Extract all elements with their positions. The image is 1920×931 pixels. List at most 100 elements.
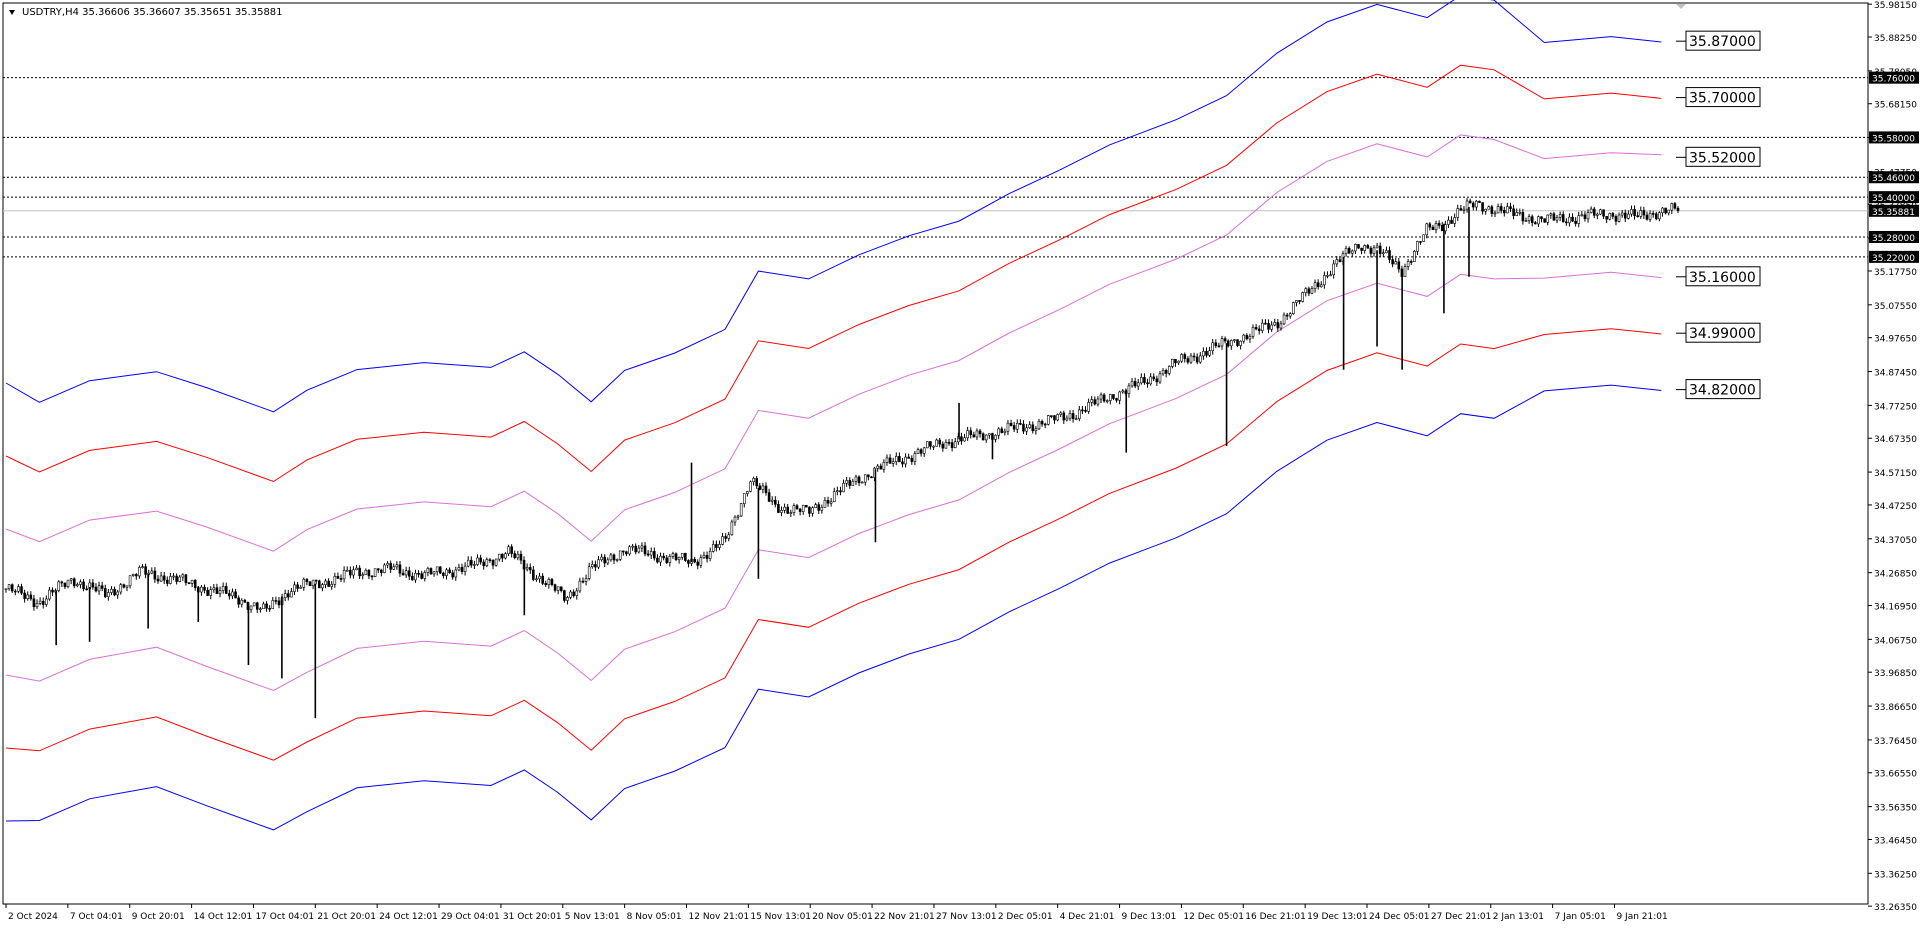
candle-body [1087, 402, 1090, 412]
candle-body [528, 567, 532, 571]
candle-body [891, 461, 895, 464]
candle-body [122, 584, 126, 588]
candle-body [1056, 414, 1059, 421]
candle-body [411, 575, 414, 581]
candle-body [525, 567, 529, 570]
candle-body [1065, 417, 1069, 421]
candle-body [963, 437, 966, 442]
candle-body [808, 506, 811, 514]
candle-body [1388, 250, 1391, 260]
candle-body [1534, 222, 1537, 225]
candle-body [1000, 428, 1004, 433]
candle-body [228, 593, 231, 597]
candle-body [780, 509, 783, 513]
candle-body [1620, 212, 1624, 216]
candle-body [107, 592, 110, 598]
band-label-box [1685, 30, 1761, 51]
candle-body [1217, 345, 1221, 348]
candle-body [339, 578, 343, 580]
candle-body [1174, 359, 1177, 364]
band-label-text: 34.82000 [1689, 383, 1756, 399]
candle-body [1475, 200, 1478, 208]
candle-body [1270, 324, 1273, 330]
candle-body [1223, 338, 1227, 342]
candle-body [286, 593, 290, 598]
level-price-tag [1869, 250, 1919, 263]
candle-body [950, 442, 954, 449]
candle-body [491, 559, 495, 566]
candle-body [634, 545, 638, 553]
candle-body [1419, 241, 1422, 243]
candle-body [203, 586, 206, 591]
candle-body [876, 465, 879, 469]
candle-body [1133, 381, 1137, 387]
candle-body [429, 568, 433, 575]
scroll-marker-icon[interactable] [1676, 4, 1686, 9]
candle-body [736, 515, 740, 518]
candle-body [1025, 427, 1028, 432]
candle-body [1369, 247, 1373, 254]
candle-body [767, 492, 771, 502]
candle-body [72, 578, 76, 587]
candle-body [715, 544, 718, 548]
candle-body [553, 584, 557, 591]
y-tick-label: 34.26850 [1874, 570, 1917, 580]
candle-body [1090, 399, 1094, 403]
candle-body [1375, 245, 1379, 249]
candle-body [141, 566, 144, 568]
candle-body [656, 557, 659, 563]
y-tick-label: 34.37050 [1874, 536, 1917, 546]
candle-body [1372, 247, 1376, 254]
y-axis: 35.9815035.8825035.7805035.6815035.57950… [1868, 1, 1919, 913]
candle-body [1509, 206, 1512, 210]
candle-body [1006, 422, 1010, 432]
y-tick-label: 33.46450 [1874, 836, 1917, 846]
x-tick-label: 24 Oct 12:01 [379, 912, 438, 922]
candle-body [69, 578, 73, 581]
candle-body [473, 564, 476, 566]
candle-body [119, 584, 123, 593]
candle-body [1285, 314, 1289, 317]
candle-body [699, 557, 703, 566]
candle-body [38, 600, 42, 604]
candle-body [597, 559, 600, 568]
candle-body [823, 500, 827, 508]
candle-body [535, 578, 538, 581]
candle-body [457, 567, 461, 571]
candle-body [66, 579, 70, 587]
candle-body [932, 445, 935, 448]
candle-body [14, 590, 17, 593]
candle-body [1161, 370, 1165, 375]
candle-body [1468, 200, 1472, 204]
candle-body [1605, 215, 1608, 220]
band-line-lower2 [5, 328, 1662, 761]
candle-body [373, 568, 377, 577]
candle-body [10, 584, 14, 592]
x-tick-label: 16 Dec 21:01 [1245, 912, 1306, 922]
candle-body [94, 586, 98, 592]
candle-body [479, 557, 482, 563]
candle-body [1617, 214, 1621, 222]
candle-body [1406, 261, 1410, 267]
candle-body [631, 545, 634, 548]
candle-body [1264, 322, 1267, 325]
candle-body [1307, 288, 1311, 294]
candle-body [1496, 206, 1500, 214]
candle-body [255, 602, 259, 610]
chevron-down-icon[interactable] [9, 10, 15, 15]
y-tick-label: 34.87450 [1874, 369, 1917, 379]
candle-body [770, 499, 774, 502]
candle-body [1552, 213, 1556, 221]
candle-body [913, 453, 917, 462]
candle-body [1332, 263, 1335, 276]
candle-body [1555, 217, 1559, 221]
candle-body [41, 600, 45, 605]
candle-body [423, 572, 427, 579]
candle-body [1611, 213, 1615, 217]
candle-body [184, 574, 188, 583]
candle-body [1015, 423, 1019, 430]
candle-body [1530, 216, 1534, 223]
candle-body [519, 553, 523, 561]
candle-body [404, 570, 408, 576]
